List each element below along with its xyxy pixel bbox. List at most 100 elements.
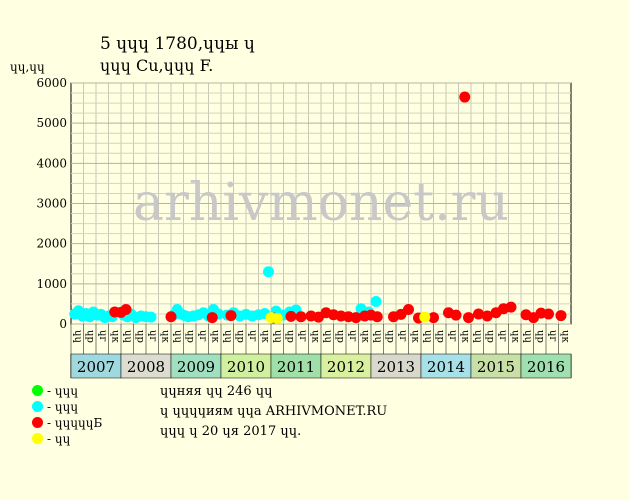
year-label: 2009 (177, 358, 215, 376)
year-label: 2008 (127, 358, 165, 376)
year-band (170, 353, 222, 379)
quarter-label: ɥр (284, 330, 295, 343)
y-tick-label: 3000 (36, 197, 67, 211)
year-label: 2011 (277, 358, 315, 376)
year-label: 2014 (427, 358, 465, 376)
quarter-label: ɥɥ (172, 330, 183, 343)
data-point-red (481, 310, 493, 322)
quarter-label: ɥг (347, 330, 358, 342)
data-point-yellow (271, 312, 283, 324)
data-point-red (505, 301, 517, 313)
legend-label: - ɥɥɥ (47, 400, 79, 414)
quarter-label: ɥɥ (72, 330, 83, 343)
quarter-label: ɥɥ (372, 330, 383, 343)
quarter-label: ɥр (384, 330, 395, 343)
quarter-label: ɥк (409, 330, 420, 343)
watermark: arhivmonet.ru (133, 173, 509, 233)
year-label: 2012 (327, 358, 365, 376)
quarter-label: ɥɥ (222, 330, 233, 343)
data-point-red (350, 312, 362, 324)
data-point-cyan (145, 311, 157, 323)
legend-label: - ɥɥɥ (47, 384, 79, 398)
year-label: 2015 (477, 358, 515, 376)
quarter-label: ɥк (309, 330, 320, 343)
band-edge (70, 354, 71, 378)
data-point-red (165, 311, 177, 323)
data-point-red (206, 312, 218, 324)
quarter-label: ɥр (134, 330, 145, 343)
quarter-label: ɥр (534, 330, 545, 343)
info-line: ɥɥняя ɥɥ 246 ɥɥ (160, 384, 273, 399)
legend-label: - ɥɥɥɥɥБ (47, 416, 103, 430)
year-band (270, 353, 322, 379)
y-tick-label: 6000 (36, 76, 67, 90)
year-label: 2007 (77, 358, 115, 376)
y-tick-label: 2000 (36, 237, 67, 251)
quarter-label: ɥк (509, 330, 520, 343)
year-band (420, 353, 472, 379)
year-band (320, 353, 372, 379)
quarter-label: ɥг (97, 330, 108, 342)
quarter-label: ɥг (247, 330, 258, 342)
quarter-label: ɥɥ (422, 330, 433, 343)
quarter-label: ɥɥ (522, 330, 533, 343)
data-point-red (295, 311, 307, 323)
data-point-red (459, 91, 471, 103)
quarter-label: ɥр (184, 330, 195, 343)
quarter-label: ɥг (197, 330, 208, 342)
red-dot-icon (32, 417, 43, 428)
quarter-label: ɥг (547, 330, 558, 342)
data-point-red (120, 304, 132, 316)
data-point-red (450, 309, 462, 321)
quarter-label: ɥг (297, 330, 308, 342)
data-point-yellow (419, 311, 431, 323)
year-label: 2010 (227, 358, 265, 376)
y-tick-label: 4000 (36, 156, 67, 170)
data-point-red (463, 312, 474, 324)
cyan-dot-icon (32, 401, 43, 412)
chart-title: 5 ɥɥɥ 1780,ɥɥы ɥ (100, 34, 255, 54)
data-point-red (428, 312, 439, 324)
quarter-label: ɥк (559, 330, 570, 343)
legend-item-yellow: - ɥɥ (32, 432, 70, 446)
chart-subtitle: ɥɥɥ Cu,ɥɥɥ F. (100, 56, 214, 75)
data-point-red (473, 308, 484, 320)
quarter-label: ɥɥ (122, 330, 133, 343)
quarter-label: ɥк (459, 330, 470, 343)
quarter-label: ɥг (497, 330, 508, 342)
quarter-label: ɥɥ (322, 330, 333, 343)
quarter-label: ɥг (397, 330, 408, 342)
quarter-label: ɥг (447, 330, 458, 342)
quarter-label: ɥк (359, 330, 370, 343)
quarter-label: ɥр (484, 330, 495, 343)
year-band (520, 353, 572, 379)
year-band (370, 353, 422, 379)
legend-label: - ɥɥ (47, 432, 71, 446)
data-point-red (543, 308, 554, 320)
green-dot-icon (32, 385, 43, 396)
legend-item-cyan: - ɥɥɥ (32, 400, 78, 414)
year-band (120, 353, 172, 379)
y-axis-unit: ɥɥ,ɥɥ (10, 60, 45, 74)
quarter-label: ɥɥ (472, 330, 483, 343)
quarter-label: ɥк (159, 330, 170, 343)
legend-item-green: - ɥɥɥ (32, 384, 78, 398)
year-label: 2016 (527, 358, 565, 376)
data-point-red (225, 310, 237, 322)
quarter-label: ɥр (234, 330, 245, 343)
yellow-dot-icon (32, 433, 43, 444)
data-point-cyan (263, 266, 274, 278)
quarter-label: ɥр (434, 330, 445, 343)
quarter-label: ɥк (259, 330, 270, 343)
quarter-label: ɥɥ (272, 330, 283, 343)
y-tick-label: 5000 (36, 116, 67, 130)
data-point-red (285, 310, 297, 322)
data-point-cyan (370, 296, 382, 308)
band-edge (571, 354, 572, 378)
quarter-label: ɥг (147, 330, 158, 342)
data-point-red (555, 310, 567, 322)
data-point-red (403, 304, 414, 316)
quarter-label: ɥр (84, 330, 95, 343)
quarter-label: ɥк (109, 330, 120, 343)
